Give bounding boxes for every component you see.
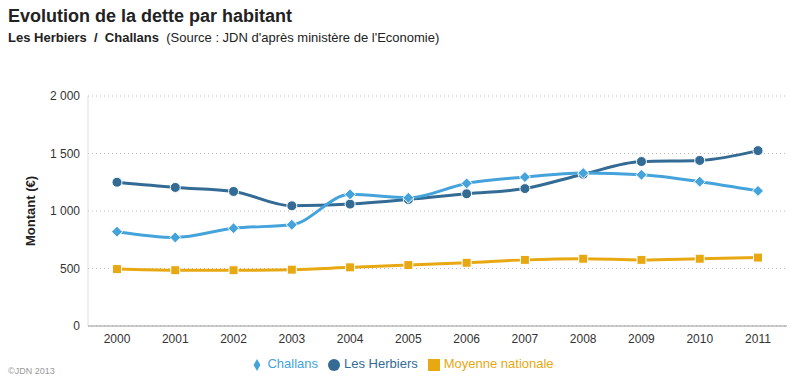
svg-text:500: 500 xyxy=(60,262,80,276)
svg-text:2002: 2002 xyxy=(220,332,247,346)
html-text:(Source : JDN d'après ministèr: (Source : JDN d'après ministère de l'Eco… xyxy=(166,30,440,45)
svg-text:2005: 2005 xyxy=(395,332,422,346)
svg-text:0: 0 xyxy=(73,319,80,333)
svg-text:2009: 2009 xyxy=(628,332,655,346)
svg-text:2000: 2000 xyxy=(104,332,131,346)
svg-text:1 500: 1 500 xyxy=(50,147,80,161)
svg-text:2008: 2008 xyxy=(570,332,597,346)
svg-text:2004: 2004 xyxy=(337,332,364,346)
html-text:Moyenne nationale: Moyenne nationale xyxy=(443,356,554,371)
svg-text:2011: 2011 xyxy=(745,332,771,346)
html-text:Les Herbiers / Challans: Les Herbiers / Challans xyxy=(8,30,159,45)
svg-text:2003: 2003 xyxy=(278,332,305,346)
svg-text:Montant (€): Montant (€) xyxy=(23,176,38,246)
svg-text:2001: 2001 xyxy=(162,332,189,346)
svg-text:2006: 2006 xyxy=(453,332,480,346)
svg-text:2 000: 2 000 xyxy=(50,89,80,103)
svg-text:1 000: 1 000 xyxy=(50,204,80,218)
svg-text:2010: 2010 xyxy=(686,332,713,346)
html-text:Challans: Challans xyxy=(267,356,318,371)
html-text:©JDN 2013: ©JDN 2013 xyxy=(8,366,55,376)
html-text:Evolution de la dette par habi: Evolution de la dette par habitant xyxy=(8,6,292,26)
html-text:Les Herbiers: Les Herbiers xyxy=(344,356,418,371)
svg-text:2007: 2007 xyxy=(512,332,539,346)
